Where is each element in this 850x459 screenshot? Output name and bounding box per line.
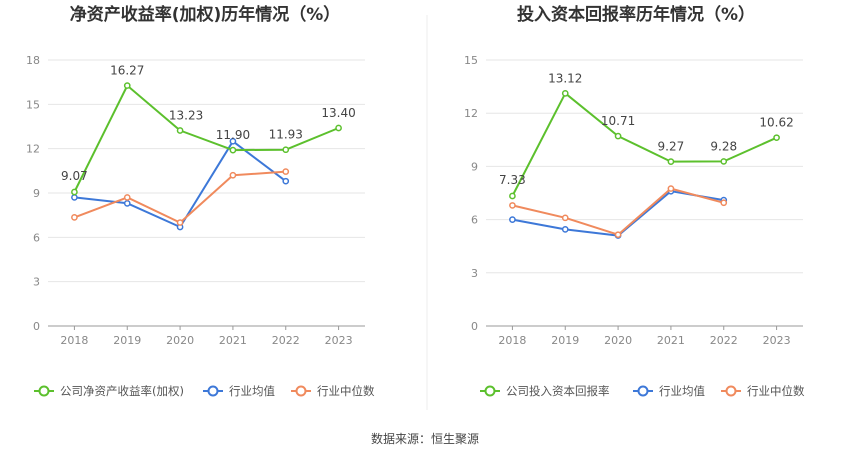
series-point-1: [720, 158, 728, 165]
legend-item-1: 公司净资产收益率(加权): [34, 384, 184, 398]
series-point-1: [667, 158, 675, 165]
series-point-2: [561, 226, 569, 233]
legend-item-2: 行业均值: [633, 384, 705, 398]
series-line-1: [73, 84, 339, 193]
legend-swatch-marker: [295, 385, 307, 397]
data-label: 9.27: [658, 140, 685, 154]
data-label: 10.62: [759, 116, 793, 130]
data-label: 13.12: [548, 71, 582, 85]
series-point-3: [667, 185, 675, 192]
series-line-1: [511, 92, 778, 197]
legend-label: 行业中位数: [317, 384, 375, 398]
series-point-1: [561, 89, 569, 97]
legend-item-3: 行业中位数: [291, 384, 375, 398]
legend-swatch-marker: [637, 385, 649, 397]
series-point-1: [335, 124, 342, 132]
series-point-3: [176, 219, 184, 226]
series-point-1: [282, 146, 290, 154]
legend-item-1: 公司投入资本回报率: [480, 384, 610, 398]
x-tick-label: 2018: [498, 334, 526, 347]
chart-title: 净资产收益率(加权)历年情况（%）: [70, 4, 341, 25]
series-point-3: [123, 194, 131, 201]
series-point-1: [614, 132, 622, 140]
legend-swatch-marker: [484, 385, 496, 397]
series-point-3: [229, 171, 237, 179]
series-point-2: [71, 194, 78, 201]
series-point-3: [282, 168, 290, 175]
series-point-2: [123, 199, 131, 207]
series-line-2: [74, 140, 287, 228]
legend-label: 公司投入资本回报率: [506, 384, 610, 398]
x-tick-label: 2019: [551, 334, 579, 347]
series-point-1: [176, 127, 184, 134]
x-tick-label: 2018: [60, 334, 88, 347]
legend-label: 公司净资产收益率(加权): [60, 384, 184, 398]
series-point-3: [561, 214, 569, 222]
data-source: 数据来源：恒生聚源: [371, 431, 479, 446]
legend-swatch-marker: [725, 385, 737, 397]
series-point-1: [509, 192, 516, 200]
x-tick-label: 2022: [710, 334, 738, 347]
legend-label: 行业均值: [229, 384, 275, 398]
y-tick-label: 15: [26, 98, 40, 111]
data-label: 13.23: [169, 108, 203, 122]
data-label: 16.27: [110, 64, 144, 78]
data-label: 13.40: [321, 106, 355, 120]
chart-title: 投入资本回报率历年情况（%）: [517, 4, 755, 25]
series-point-2: [282, 177, 290, 185]
x-tick-label: 2023: [325, 334, 353, 347]
x-tick-label: 2022: [272, 334, 300, 347]
series-point-1: [123, 82, 131, 89]
series-point-1: [773, 134, 780, 142]
legend-label: 行业均值: [659, 384, 705, 398]
legend-item-3: 行业中位数: [721, 384, 805, 398]
y-tick-label: 12: [26, 143, 40, 156]
series-point-3: [71, 214, 78, 221]
y-tick-label: 9: [471, 160, 478, 173]
y-tick-label: 6: [471, 214, 478, 227]
series-point-3: [509, 202, 516, 209]
y-tick-label: 18: [26, 54, 40, 67]
y-tick-label: 0: [33, 320, 40, 333]
chart-panel-1: 净资产收益率(加权)历年情况（%） 0 3 6 9 12 15 18 2018 2019 2020 2…: [26, 4, 375, 398]
data-label: 9.28: [710, 139, 737, 153]
data-label: 7.33: [499, 173, 526, 187]
series-point-1: [229, 146, 237, 154]
y-tick-label: 9: [33, 187, 40, 200]
legend-label: 行业中位数: [747, 384, 805, 398]
x-tick-label: 2021: [219, 334, 247, 347]
x-tick-label: 2021: [657, 334, 685, 347]
data-label: 11.90: [216, 128, 250, 142]
x-tick-label: 2020: [604, 334, 632, 347]
series-point-2: [509, 216, 516, 223]
x-tick-label: 2019: [113, 334, 141, 347]
chart-panel-2: 投入资本回报率历年情况（%） 0 3 6 9 12 15 2018 2019 2020 2021 20…: [464, 4, 805, 398]
legend-swatch-marker: [38, 385, 50, 397]
legend-item-2: 行业均值: [203, 384, 275, 398]
y-tick-label: 12: [464, 107, 478, 120]
legend-swatch-marker: [207, 385, 219, 397]
y-tick-label: 15: [464, 54, 478, 67]
x-tick-label: 2023: [763, 334, 791, 347]
series-point-3: [720, 199, 728, 207]
y-tick-label: 3: [471, 267, 478, 280]
y-tick-label: 0: [471, 320, 478, 333]
y-tick-label: 3: [33, 276, 40, 289]
data-label: 10.71: [601, 114, 635, 128]
series-point-1: [71, 188, 78, 196]
series-point-2: [229, 137, 237, 145]
x-tick-label: 2020: [166, 334, 194, 347]
series-line-3: [74, 170, 286, 224]
y-tick-label: 6: [33, 231, 40, 244]
data-label: 11.93: [269, 128, 303, 142]
data-label: 9.07: [61, 169, 88, 183]
series-point-3: [614, 231, 622, 239]
